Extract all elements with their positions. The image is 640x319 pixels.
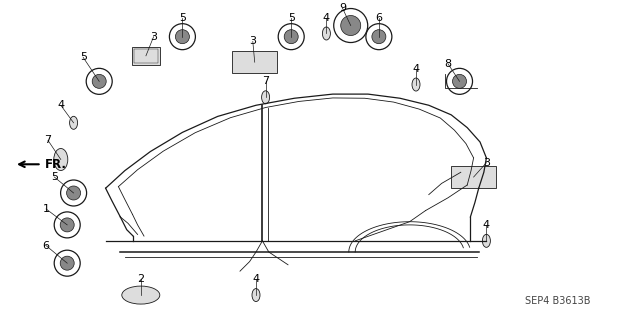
Text: 5: 5	[179, 12, 186, 23]
Ellipse shape	[70, 116, 77, 129]
Ellipse shape	[412, 78, 420, 91]
Text: 4: 4	[323, 12, 330, 23]
Text: 5: 5	[80, 52, 86, 63]
Bar	[134, 49, 158, 63]
Ellipse shape	[92, 74, 106, 88]
Ellipse shape	[340, 16, 361, 35]
Text: 7: 7	[44, 135, 52, 145]
Ellipse shape	[372, 30, 386, 44]
Text: 9: 9	[339, 3, 346, 13]
Ellipse shape	[54, 149, 68, 170]
Text: 4: 4	[483, 220, 490, 230]
Ellipse shape	[175, 30, 189, 44]
Text: 7: 7	[262, 76, 269, 86]
Ellipse shape	[262, 91, 269, 104]
Text: 6: 6	[376, 12, 382, 23]
Text: FR.: FR.	[45, 158, 67, 171]
Ellipse shape	[60, 218, 74, 232]
Ellipse shape	[252, 289, 260, 301]
Ellipse shape	[483, 234, 490, 247]
Text: 3: 3	[250, 36, 256, 47]
Text: 2: 2	[137, 274, 145, 284]
Text: 6: 6	[43, 241, 49, 251]
Text: 4: 4	[57, 100, 65, 110]
Ellipse shape	[323, 27, 330, 40]
Bar	[132, 47, 160, 65]
Ellipse shape	[122, 286, 160, 304]
Ellipse shape	[452, 74, 467, 88]
Bar	[451, 166, 496, 188]
Text: 4: 4	[412, 63, 420, 74]
Text: 3: 3	[483, 158, 490, 168]
Text: SEP4 B3613B: SEP4 B3613B	[525, 296, 590, 307]
Text: 4: 4	[252, 274, 260, 284]
Ellipse shape	[284, 30, 298, 44]
Text: 5: 5	[51, 172, 58, 182]
Text: 1: 1	[43, 204, 49, 214]
Text: 8: 8	[444, 59, 452, 69]
Bar	[232, 51, 277, 73]
Text: 3: 3	[150, 32, 157, 42]
Text: 5: 5	[288, 12, 294, 23]
Ellipse shape	[60, 256, 74, 270]
Ellipse shape	[67, 186, 81, 200]
